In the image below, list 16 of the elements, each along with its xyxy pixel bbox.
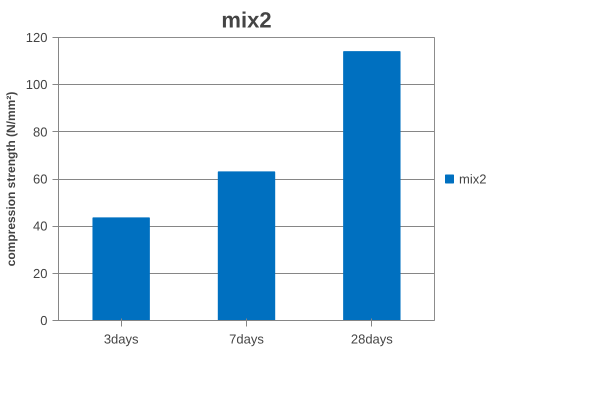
y-tick-label: 100 (26, 77, 48, 92)
y-axis-title: compression strength (N/mm²) (4, 92, 18, 266)
y-tick-label: 80 (33, 124, 48, 140)
bar (218, 171, 276, 320)
y-tick-label: 120 (26, 30, 48, 45)
y-tick-label: 20 (33, 266, 48, 281)
y-tick-label: 40 (33, 218, 48, 234)
bar (92, 217, 150, 320)
x-tick-label: 3days (104, 332, 140, 346)
x-tick-label: 7days (229, 332, 264, 346)
x-tick-label: 28days (350, 332, 394, 346)
y-tick-label: 0 (40, 313, 48, 328)
y-tick-label: 60 (33, 172, 48, 186)
chart-title: mix2 (221, 8, 272, 32)
bar (343, 51, 401, 320)
legend-label: mix2 (459, 171, 486, 186)
